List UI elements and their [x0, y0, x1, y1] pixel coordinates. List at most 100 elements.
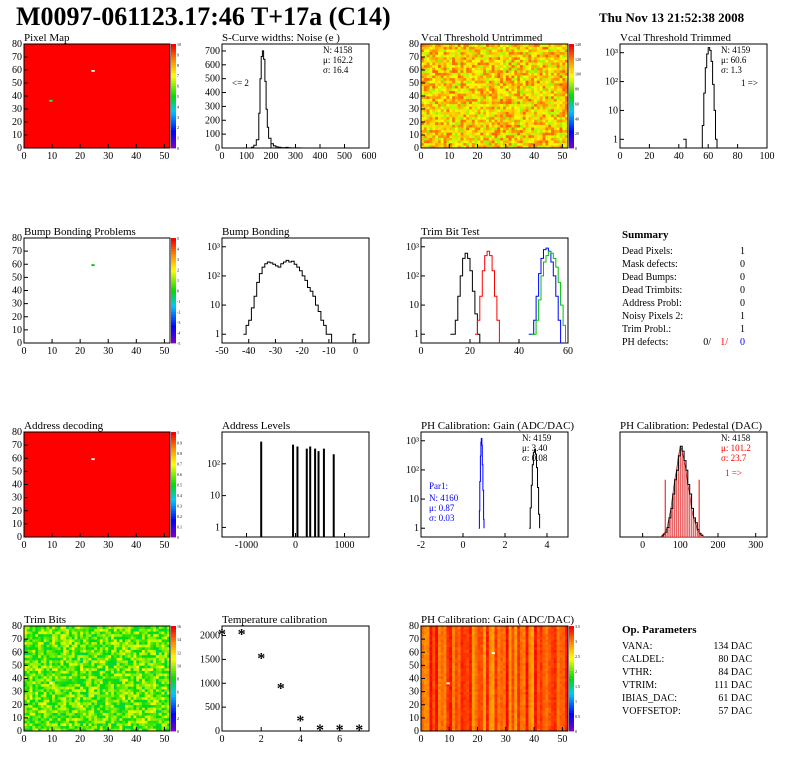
heatmap-cell — [539, 64, 543, 68]
heatmap-cell — [551, 70, 555, 73]
heatmap-cell — [54, 686, 58, 690]
heatmap-cell — [88, 720, 92, 724]
heatmap-cell — [429, 140, 433, 144]
heatmap-cell — [437, 64, 442, 68]
heatmap-cell — [116, 696, 120, 700]
heatmap-cell — [429, 142, 433, 146]
heatmap-cell — [542, 77, 546, 81]
heatmap-cell — [522, 62, 526, 66]
palette-step — [171, 460, 176, 464]
heatmap-cell — [63, 641, 67, 645]
heatmap-cell — [548, 140, 552, 144]
heatmap-cell — [99, 689, 103, 692]
heatmap-cell — [136, 675, 140, 679]
heatmap-cell — [519, 67, 524, 71]
heatmap-cell — [469, 101, 473, 105]
heatmap-cell — [449, 101, 453, 105]
heatmap-cell — [63, 626, 67, 629]
heatmap-cell — [548, 77, 552, 81]
chart-title: Vcal Threshold Trimmed — [620, 32, 732, 44]
heatmap-cell — [454, 140, 459, 144]
heatmap-cell — [161, 691, 165, 695]
palette-step — [569, 75, 574, 79]
heatmap-cell — [536, 96, 541, 99]
heatmap-cell — [500, 109, 504, 112]
chart-title: Address decoding — [24, 420, 104, 432]
heatmap-cell — [519, 137, 524, 141]
heatmap-cell — [133, 699, 137, 703]
heatmap-cell — [116, 715, 120, 719]
heatmap-cell — [66, 720, 70, 724]
heatmap-cell — [505, 127, 509, 131]
heatmap-cell — [551, 75, 555, 79]
heatmap-cell — [502, 127, 507, 131]
heatmap-cell — [105, 720, 109, 724]
x-tick-label: 20 — [75, 734, 85, 745]
heatmap-cell — [54, 689, 58, 692]
heatmap-cell — [102, 668, 106, 671]
heatmap-cell — [460, 122, 464, 125]
heatmap-cell — [522, 54, 526, 58]
heatmap-cell — [423, 137, 427, 141]
heatmap-cell — [77, 723, 81, 727]
heatmap-cell — [474, 46, 478, 50]
heatmap-cell — [443, 127, 447, 131]
heatmap-cell — [502, 129, 507, 133]
heatmap-cell — [125, 647, 129, 650]
heatmap-cell — [502, 93, 507, 97]
heatmap-cell — [43, 662, 47, 666]
heatmap-cell — [164, 626, 168, 629]
heatmap-cell — [153, 628, 157, 632]
heatmap-cell — [556, 93, 560, 97]
heatmap-cell — [429, 132, 433, 136]
heatmap-cell — [144, 723, 148, 727]
heatmap-cell — [508, 77, 512, 81]
heatmap-cell — [421, 70, 425, 73]
heatmap-cell — [426, 699, 430, 703]
heatmap-cell — [167, 626, 171, 629]
heatmap-cell — [559, 106, 563, 110]
heatmap-cell — [471, 88, 476, 92]
heatmap-cell — [139, 636, 143, 640]
heatmap-cell — [480, 77, 484, 81]
par-label: Par1: — [429, 481, 448, 491]
heatmap-cell — [551, 64, 555, 68]
heatmap-cell — [440, 140, 444, 144]
heatmap-cell — [46, 683, 50, 687]
heatmap-cell — [52, 696, 56, 700]
heatmap-cell — [443, 72, 447, 76]
heatmap-cell — [491, 83, 495, 86]
heatmap-cell — [474, 77, 478, 81]
stats-text: μ: 60.6 — [721, 55, 747, 65]
heatmap-cell — [54, 704, 58, 708]
heatmap-cell — [125, 720, 129, 724]
heatmap-cell — [97, 665, 101, 669]
heatmap-cell — [82, 678, 87, 682]
heatmap-cell — [423, 678, 427, 682]
heatmap-cell — [525, 64, 529, 68]
heatmap-cell — [38, 723, 42, 727]
heatmap-cell — [141, 686, 146, 690]
heatmap-cell — [80, 710, 84, 713]
heatmap-cell — [440, 127, 444, 131]
heatmap-cell — [63, 631, 67, 635]
heatmap-cell — [153, 694, 157, 698]
heatmap-cell — [553, 75, 557, 79]
heatmap-cell — [116, 670, 120, 674]
heatmap-cell — [469, 49, 473, 53]
heatmap-cell — [74, 675, 78, 679]
heatmap-cell — [122, 670, 126, 674]
heatmap-cell — [60, 657, 64, 661]
heatmap-cell — [102, 717, 106, 721]
heatmap-cell — [457, 127, 461, 131]
heatmap-cell — [505, 129, 509, 133]
heatmap-cell — [125, 683, 129, 687]
heatmap-cell — [508, 83, 512, 86]
heatmap-cell — [508, 88, 512, 92]
heatmap-cell — [440, 59, 444, 63]
heatmap-cell — [52, 710, 56, 713]
heatmap-cell — [421, 686, 425, 690]
heatmap-cell — [130, 702, 134, 706]
chart-title: Bump Bonding Problems — [24, 226, 136, 238]
heatmap-cell — [429, 103, 433, 107]
